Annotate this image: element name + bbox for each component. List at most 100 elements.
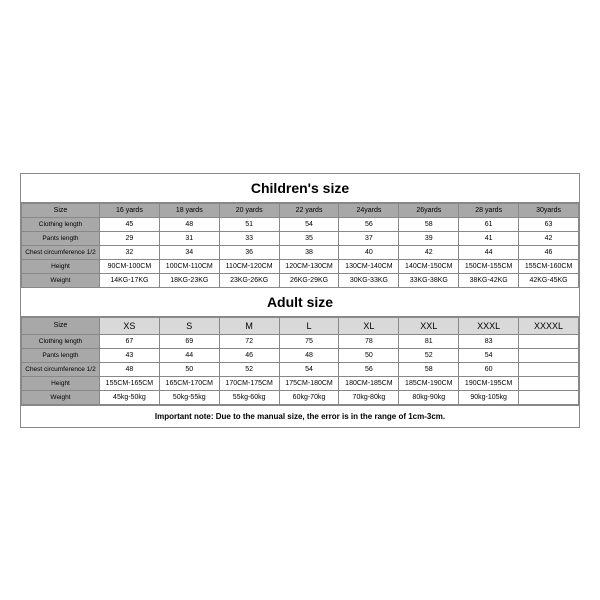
cell: 42: [399, 245, 459, 259]
cell: 50: [339, 348, 399, 362]
cell: 75: [279, 334, 339, 348]
cell: 45kg-50kg: [99, 390, 159, 404]
cell: 90CM-100CM: [99, 259, 159, 273]
cell: 185CM-190CM: [399, 376, 459, 390]
children-col-0: 16 yards: [99, 203, 159, 217]
children-height-label: Height: [22, 259, 100, 273]
adult-col-1: S: [159, 317, 219, 334]
adult-col-6: XXXL: [459, 317, 519, 334]
cell: 43: [99, 348, 159, 362]
cell: 30KG-33KG: [339, 273, 399, 287]
cell: 37: [339, 231, 399, 245]
table-row: Pants length 29 31 33 35 37 39 41 42: [22, 231, 579, 245]
cell: 70kg-80kg: [339, 390, 399, 404]
cell: 81: [399, 334, 459, 348]
adult-col-5: XXL: [399, 317, 459, 334]
children-clothing-length-label: Clothing length: [22, 217, 100, 231]
cell: 58: [399, 362, 459, 376]
adult-title: Adult size: [21, 288, 579, 317]
cell: 41: [459, 231, 519, 245]
cell: 33KG-38KG: [399, 273, 459, 287]
adult-table: Size XS S M L XL XXL XXXL XXXXL Clothing…: [21, 317, 579, 405]
cell: 60: [459, 362, 519, 376]
cell: 155CM-160CM: [519, 259, 579, 273]
cell: 44: [459, 245, 519, 259]
cell: 140CM-150CM: [399, 259, 459, 273]
cell: 56: [339, 362, 399, 376]
cell: [519, 334, 579, 348]
cell: 35: [279, 231, 339, 245]
cell: 42KG-45KG: [519, 273, 579, 287]
cell: 80kg-90kg: [399, 390, 459, 404]
cell: 180CM-185CM: [339, 376, 399, 390]
cell: 83: [459, 334, 519, 348]
table-row: Height 155CM-165CM 165CM-170CM 170CM-175…: [22, 376, 579, 390]
cell: 175CM-180CM: [279, 376, 339, 390]
cell: [519, 376, 579, 390]
cell: 56: [339, 217, 399, 231]
cell: 23KG-26KG: [219, 273, 279, 287]
cell: 54: [279, 217, 339, 231]
cell: 36: [219, 245, 279, 259]
cell: 60kg-70kg: [279, 390, 339, 404]
adult-col-0: XS: [99, 317, 159, 334]
cell: 165CM-170CM: [159, 376, 219, 390]
children-table: Size 16 yards 18 yards 20 yards 22 yards…: [21, 203, 579, 288]
table-row: Weight 14KG-17KG 18KG-23KG 23KG-26KG 26K…: [22, 273, 579, 287]
cell: 61: [459, 217, 519, 231]
children-col-6: 28 yards: [459, 203, 519, 217]
cell: 39: [399, 231, 459, 245]
adult-clothing-length-label: Clothing length: [22, 334, 100, 348]
cell: 58: [399, 217, 459, 231]
adult-col-3: L: [279, 317, 339, 334]
cell: 44: [159, 348, 219, 362]
cell: 34: [159, 245, 219, 259]
cell: 63: [519, 217, 579, 231]
adult-height-label: Height: [22, 376, 100, 390]
cell: 54: [279, 362, 339, 376]
table-row: Chest circumference 1/2 48 50 52 54 56 5…: [22, 362, 579, 376]
table-row: Weight 45kg-50kg 50kg-55kg 55kg-60kg 60k…: [22, 390, 579, 404]
cell: [519, 348, 579, 362]
table-row: Clothing length 45 48 51 54 56 58 61 63: [22, 217, 579, 231]
cell: 170CM-175CM: [219, 376, 279, 390]
cell: 48: [279, 348, 339, 362]
adult-weight-label: Weight: [22, 390, 100, 404]
cell: 33: [219, 231, 279, 245]
cell: 38: [279, 245, 339, 259]
adult-pants-length-label: Pants length: [22, 348, 100, 362]
children-title: Children's size: [21, 174, 579, 203]
cell: 40: [339, 245, 399, 259]
cell: 29: [99, 231, 159, 245]
cell: 120CM-130CM: [279, 259, 339, 273]
cell: 48: [159, 217, 219, 231]
cell: 50kg-55kg: [159, 390, 219, 404]
cell: 52: [219, 362, 279, 376]
cell: 69: [159, 334, 219, 348]
children-col-5: 26yards: [399, 203, 459, 217]
children-col-3: 22 yards: [279, 203, 339, 217]
cell: 18KG-23KG: [159, 273, 219, 287]
children-col-4: 24yards: [339, 203, 399, 217]
cell: 78: [339, 334, 399, 348]
children-col-1: 18 yards: [159, 203, 219, 217]
cell: [519, 362, 579, 376]
cell: [519, 390, 579, 404]
size-chart: Children's size Size 16 yards 18 yards 2…: [20, 173, 580, 428]
cell: 46: [519, 245, 579, 259]
cell: 46: [219, 348, 279, 362]
table-row: Pants length 43 44 46 48 50 52 54: [22, 348, 579, 362]
adult-col-4: XL: [339, 317, 399, 334]
children-weight-label: Weight: [22, 273, 100, 287]
cell: 31: [159, 231, 219, 245]
adult-size-label: Size: [22, 317, 100, 334]
cell: 110CM-120CM: [219, 259, 279, 273]
cell: 32: [99, 245, 159, 259]
children-size-label: Size: [22, 203, 100, 217]
cell: 130CM-140CM: [339, 259, 399, 273]
cell: 51: [219, 217, 279, 231]
adult-chest-label: Chest circumference 1/2: [22, 362, 100, 376]
cell: 14KG-17KG: [99, 273, 159, 287]
adult-header-row: Size XS S M L XL XXL XXXL XXXXL: [22, 317, 579, 334]
children-col-7: 30yards: [519, 203, 579, 217]
